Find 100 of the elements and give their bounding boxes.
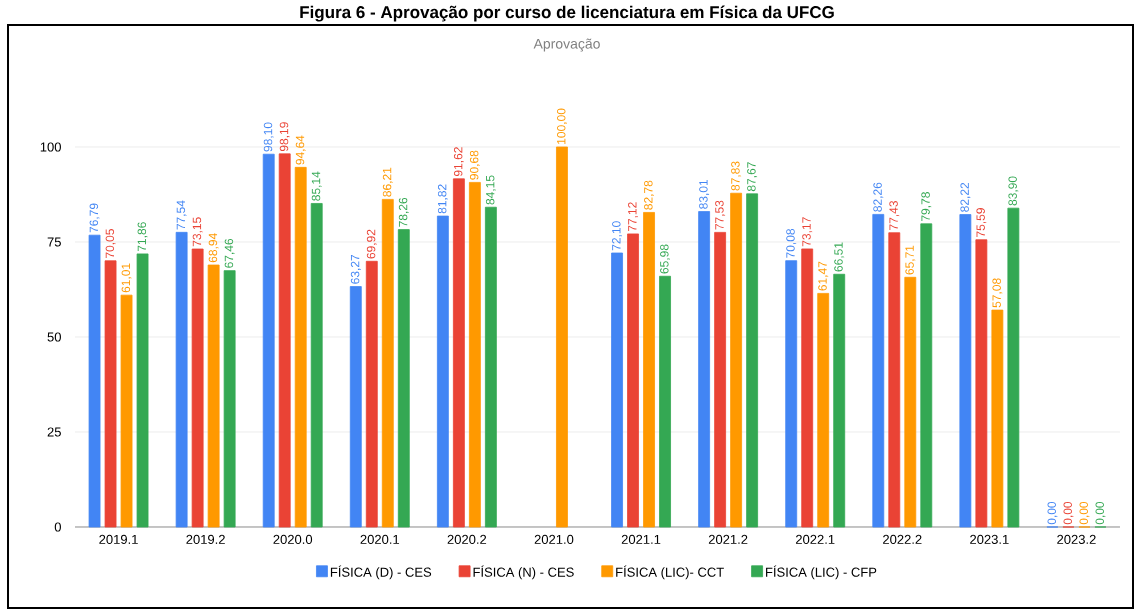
y-tick-label: 25 bbox=[47, 427, 61, 437]
bar bbox=[833, 273, 846, 528]
bar bbox=[817, 293, 830, 528]
bar bbox=[104, 260, 117, 528]
data-label: 87,67 bbox=[747, 162, 758, 192]
x-tick-label: 2022.1 bbox=[795, 534, 835, 544]
legend-label: FÍSICA (N) - CES bbox=[473, 565, 574, 580]
bar bbox=[888, 232, 901, 528]
x-tick-label: 2020.2 bbox=[447, 534, 487, 544]
bar bbox=[120, 294, 133, 528]
x-tick-label: 2020.0 bbox=[273, 534, 313, 544]
data-label: 61,47 bbox=[818, 261, 829, 291]
data-label: 70,08 bbox=[786, 228, 797, 258]
bar bbox=[381, 198, 394, 528]
data-label: 70,05 bbox=[105, 229, 116, 258]
data-label: 66,51 bbox=[834, 242, 845, 272]
data-label: 82,22 bbox=[960, 182, 971, 212]
bar bbox=[468, 182, 481, 528]
bar bbox=[207, 264, 220, 528]
data-label: 71,86 bbox=[137, 222, 148, 252]
bar bbox=[452, 178, 465, 528]
x-tick-label: 2020.1 bbox=[360, 534, 400, 544]
data-label: 73,15 bbox=[192, 217, 203, 247]
bar bbox=[920, 223, 933, 528]
bar bbox=[223, 270, 236, 528]
x-tick-label: 2021.0 bbox=[534, 534, 574, 544]
bar bbox=[278, 153, 291, 528]
bar bbox=[365, 260, 378, 528]
bar bbox=[136, 253, 149, 528]
data-label: 0,00 bbox=[1063, 501, 1074, 525]
bar bbox=[1007, 207, 1020, 528]
bar bbox=[88, 234, 101, 528]
data-label: 65,98 bbox=[660, 244, 670, 274]
x-tick-label: 2019.1 bbox=[99, 534, 138, 544]
bar bbox=[959, 214, 972, 528]
data-label: 0,00 bbox=[1079, 501, 1090, 525]
data-label: 0,00 bbox=[1095, 501, 1106, 525]
legend-label: FÍSICA (D) - CES bbox=[330, 565, 432, 580]
data-label: 83,90 bbox=[1008, 176, 1019, 206]
x-tick-label: 2021.2 bbox=[708, 534, 748, 544]
data-label: 85,14 bbox=[311, 171, 322, 201]
data-label: 94,64 bbox=[295, 135, 306, 165]
y-tick-label: 0 bbox=[54, 522, 61, 532]
data-label: 100,00 bbox=[557, 108, 567, 144]
data-label: 77,12 bbox=[628, 202, 638, 232]
bar bbox=[659, 275, 671, 528]
x-tick-label: 2019.2 bbox=[186, 534, 225, 544]
bar bbox=[714, 231, 727, 528]
bar bbox=[904, 276, 917, 528]
bar bbox=[801, 248, 814, 528]
data-label: 76,79 bbox=[89, 203, 100, 233]
x-tick-label: 2023.2 bbox=[1057, 534, 1096, 544]
data-label: 57,08 bbox=[992, 278, 1003, 308]
data-label: 77,54 bbox=[176, 200, 187, 230]
data-label: 67,46 bbox=[224, 238, 235, 268]
bar bbox=[643, 212, 655, 528]
bar bbox=[785, 260, 798, 528]
data-label: 86,21 bbox=[382, 167, 393, 197]
data-label: 77,53 bbox=[715, 200, 726, 230]
bar bbox=[556, 146, 568, 528]
chart-title: Figura 6 - Aprovação por curso de licenciatura em Física da UFCG bbox=[300, 5, 834, 22]
bar bbox=[397, 229, 410, 528]
data-label: 73,17 bbox=[802, 217, 813, 247]
data-label: 0,00 bbox=[1047, 501, 1058, 525]
data-label: 72,10 bbox=[612, 221, 622, 251]
data-label: 98,10 bbox=[263, 122, 274, 152]
bar bbox=[310, 203, 323, 528]
bar bbox=[730, 192, 743, 528]
data-label: 65,71 bbox=[905, 245, 916, 275]
bar bbox=[975, 239, 988, 528]
data-label: 63,27 bbox=[350, 254, 361, 284]
data-label: 91,62 bbox=[453, 147, 464, 177]
data-label: 75,59 bbox=[976, 208, 987, 237]
data-label: 98,19 bbox=[279, 122, 290, 152]
data-label: 82,26 bbox=[873, 182, 884, 212]
data-label: 83,01 bbox=[699, 179, 710, 209]
bar bbox=[872, 214, 885, 528]
bar bbox=[294, 166, 307, 528]
y-tick-label: 50 bbox=[47, 332, 61, 342]
data-label: 61,01 bbox=[121, 263, 132, 293]
y-tick-label: 100 bbox=[40, 142, 61, 152]
bar bbox=[698, 211, 711, 528]
x-tick-label: 2021.1 bbox=[621, 534, 661, 544]
legend-label: FÍSICA (LIC)- CCT bbox=[616, 565, 724, 580]
bar bbox=[349, 286, 362, 528]
bar bbox=[191, 248, 204, 528]
data-label: 78,26 bbox=[398, 197, 409, 227]
bar bbox=[175, 231, 188, 528]
bar bbox=[991, 309, 1004, 528]
data-label: 84,15 bbox=[485, 175, 496, 205]
bar bbox=[746, 193, 759, 528]
bar bbox=[436, 215, 449, 528]
x-tick-label: 2023.1 bbox=[970, 534, 1009, 544]
bar bbox=[627, 233, 639, 528]
bar bbox=[611, 252, 623, 528]
x-tick-label: 2022.2 bbox=[883, 534, 922, 544]
data-label: 77,43 bbox=[889, 201, 900, 230]
y-tick-label: 75 bbox=[47, 237, 61, 247]
data-label: 87,83 bbox=[731, 161, 742, 191]
bar bbox=[262, 153, 275, 528]
